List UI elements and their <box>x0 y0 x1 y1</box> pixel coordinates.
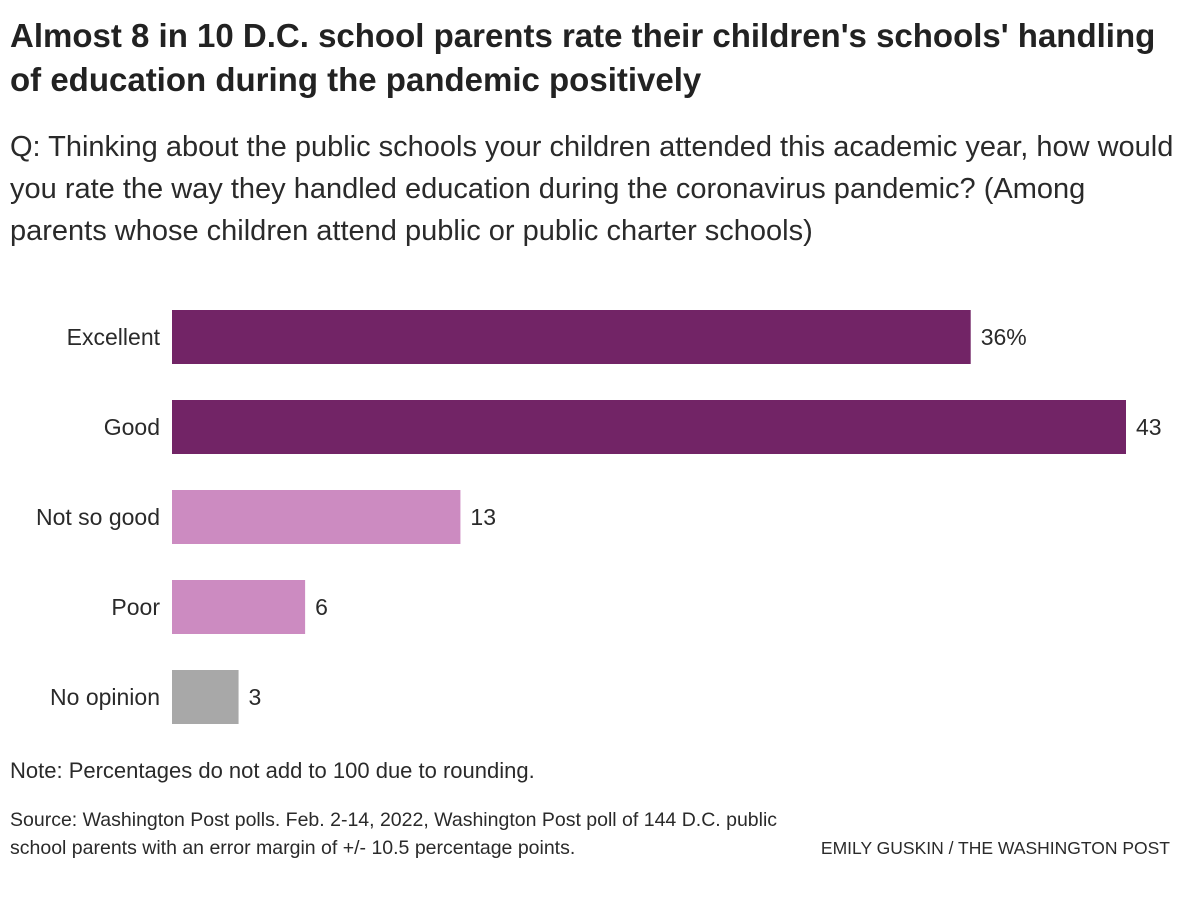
value-label: 3 <box>249 684 262 710</box>
bar-no-opinion <box>172 670 239 724</box>
value-label: 43 <box>1136 414 1162 440</box>
bar-not-so-good <box>172 490 461 544</box>
chart-credit: EMILY GUSKIN / THE WASHINGTON POST <box>820 838 1170 858</box>
category-label: Good <box>104 414 160 440</box>
bar-chart: Excellent 36% Good 43 Not so good 13 Poor 6 No o… <box>36 310 1162 724</box>
survey-question: Q: Thinking about the public schools you… <box>10 131 1174 247</box>
category-label: No opinion <box>50 684 160 710</box>
value-label: 13 <box>470 504 496 530</box>
bar-excellent <box>172 310 971 364</box>
category-label: Excellent <box>67 324 161 350</box>
bar-good <box>172 400 1126 454</box>
chart-note: Note: Percentages do not add to 100 due … <box>10 758 535 783</box>
value-label: 36% <box>981 324 1027 350</box>
category-label: Poor <box>111 594 160 620</box>
value-label: 6 <box>315 594 328 620</box>
bar-poor <box>172 580 306 634</box>
chart-title: Almost 8 in 10 D.C. school parents rate … <box>10 17 1156 98</box>
chart-source: Source: Washington Post polls. Feb. 2-14… <box>10 809 778 859</box>
category-label: Not so good <box>36 504 160 530</box>
